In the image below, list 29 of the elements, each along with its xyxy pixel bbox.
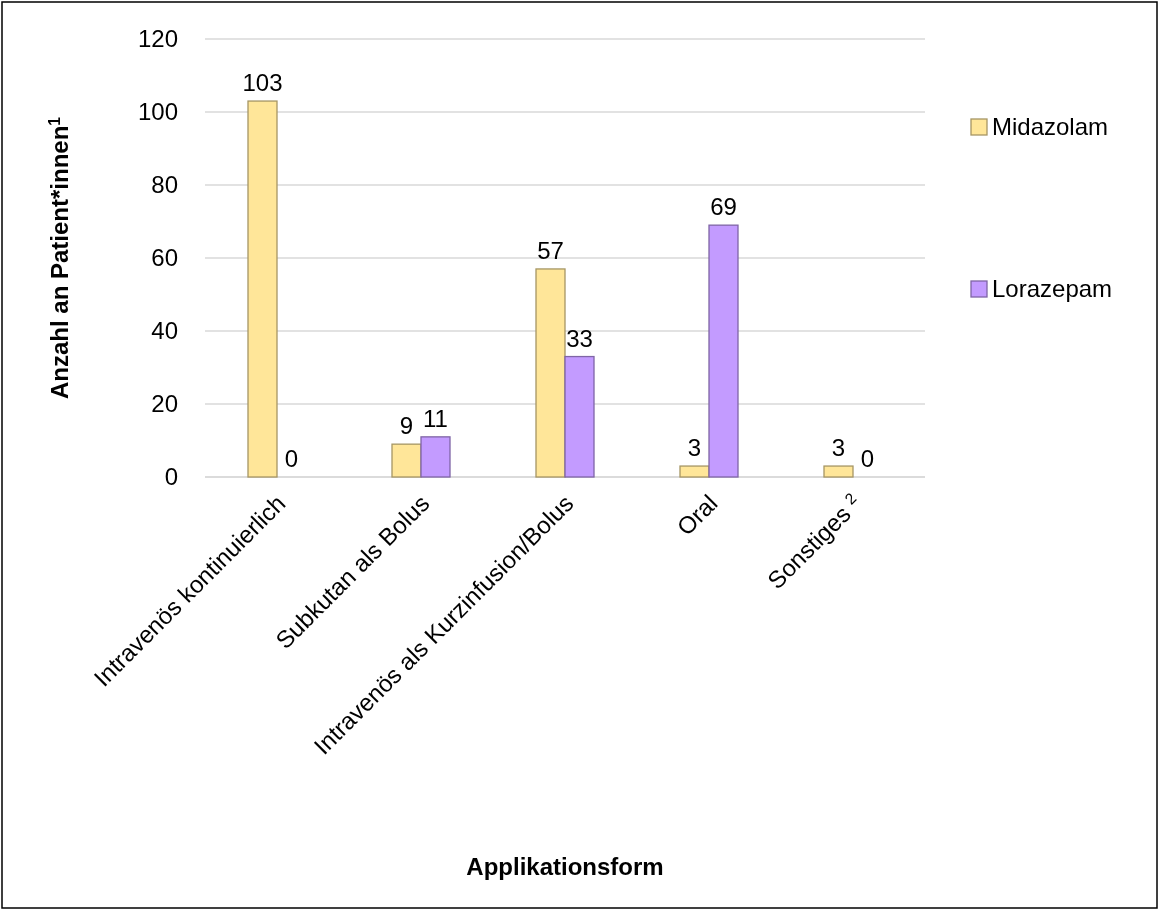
data-label: 57 bbox=[537, 236, 564, 264]
y-tick-label: 100 bbox=[137, 98, 178, 125]
data-label: 33 bbox=[566, 324, 593, 352]
y-tick-label: 80 bbox=[151, 171, 178, 198]
bar bbox=[247, 100, 278, 478]
bar bbox=[679, 465, 710, 478]
bar bbox=[420, 436, 451, 478]
x-axis-title: Applikationsform bbox=[466, 853, 664, 880]
bar bbox=[535, 268, 566, 478]
legend-label: Lorazepam bbox=[992, 275, 1113, 302]
data-label: 11 bbox=[423, 404, 448, 432]
y-tick-label: 120 bbox=[137, 25, 178, 52]
x-tick-label: Oral bbox=[671, 489, 723, 541]
data-label: 3 bbox=[831, 434, 846, 462]
data-label: 9 bbox=[399, 412, 414, 440]
bar bbox=[564, 355, 595, 478]
y-tick-label: 0 bbox=[164, 463, 178, 490]
y-tick-label: 40 bbox=[151, 317, 178, 344]
bar bbox=[823, 465, 854, 478]
data-label: 0 bbox=[860, 445, 875, 472]
bar bbox=[708, 224, 739, 478]
legend-label: Midazolam bbox=[992, 113, 1109, 140]
data-label: 0 bbox=[284, 445, 299, 472]
data-label: 103 bbox=[242, 69, 283, 97]
data-label: 69 bbox=[710, 193, 737, 221]
y-tick-label: 20 bbox=[151, 390, 178, 417]
y-tick-label: 60 bbox=[151, 244, 178, 271]
bar bbox=[391, 443, 422, 478]
data-label: 3 bbox=[687, 434, 702, 462]
